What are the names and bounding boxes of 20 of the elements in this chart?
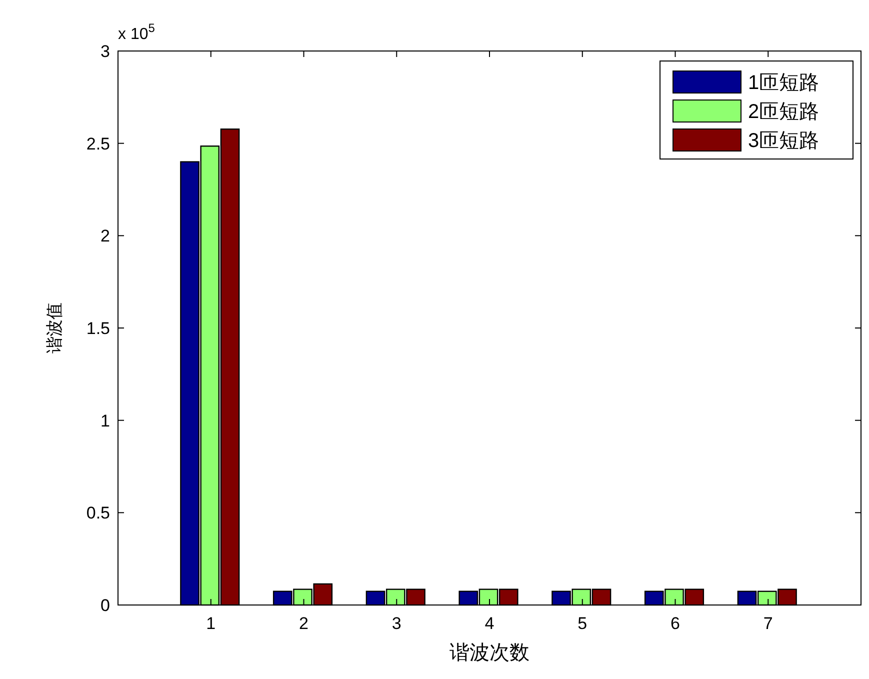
x-axis-title: 谐波次数 [450,640,530,664]
x-tick-label: 3 [392,614,402,633]
legend-label: 2匝短路 [748,101,820,123]
y-tick-label: 1 [100,411,110,430]
y-axis-title: 谐波值 [45,302,65,354]
y-tick-label: 0.5 [86,504,110,523]
y-tick-label: 2 [100,226,110,246]
x-tick-label: 4 [484,614,494,633]
y-tick-label: 1.5 [86,318,110,338]
text: x 10$^{5}$ [118,21,156,43]
x-tick-label: 7 [763,614,773,633]
x-tick-label: 1 [206,614,216,633]
y-tick-label: 0 [100,596,110,615]
legend-label: 3匝短路 [748,130,820,152]
x-tick-label: 2 [299,614,308,633]
y-tick-label: 2.5 [86,134,110,154]
x-tick-label: 6 [670,614,680,633]
x-tick-label: 5 [578,614,588,633]
legend-label: 1匝短路 [748,72,820,94]
y-tick-label: 3 [100,42,110,61]
